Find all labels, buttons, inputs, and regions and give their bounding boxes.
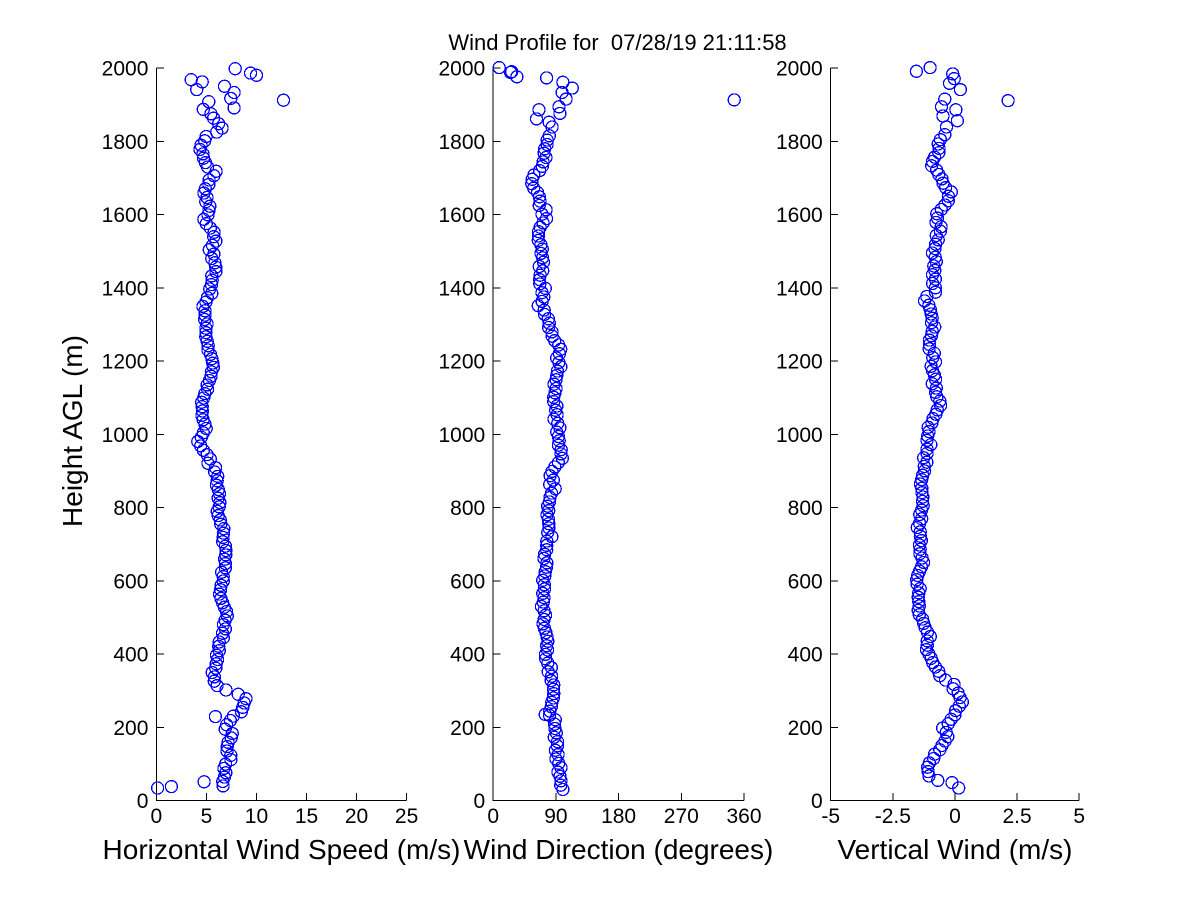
svg-text:Height AGL (m): Height AGL (m) [57,335,88,527]
svg-text:1400: 1400 [438,277,485,300]
svg-text:10: 10 [245,805,268,828]
svg-text:400: 400 [450,644,485,667]
svg-text:1200: 1200 [102,351,149,374]
svg-text:400: 400 [788,644,823,667]
svg-text:1800: 1800 [438,131,485,154]
svg-text:0: 0 [949,805,961,828]
svg-text:2000: 2000 [438,58,485,81]
svg-text:1000: 1000 [776,424,823,447]
svg-text:600: 600 [450,570,485,593]
svg-text:0: 0 [151,805,163,828]
svg-text:90: 90 [544,805,567,828]
svg-text:Vertical Wind (m/s): Vertical Wind (m/s) [838,834,1073,865]
svg-text:800: 800 [788,497,823,520]
svg-text:600: 600 [788,570,823,593]
svg-text:20: 20 [345,805,368,828]
svg-text:2.5: 2.5 [1002,805,1031,828]
svg-text:1800: 1800 [102,131,149,154]
svg-text:200: 200 [450,717,485,740]
svg-text:1400: 1400 [102,277,149,300]
svg-text:200: 200 [788,717,823,740]
svg-text:2000: 2000 [102,58,149,81]
svg-text:0: 0 [137,790,149,813]
svg-text:0: 0 [487,805,499,828]
svg-text:1000: 1000 [102,424,149,447]
svg-text:200: 200 [113,717,148,740]
svg-text:5: 5 [201,805,213,828]
svg-text:800: 800 [113,497,148,520]
svg-text:800: 800 [450,497,485,520]
svg-text:-2.5: -2.5 [875,805,911,828]
svg-text:0: 0 [811,790,823,813]
svg-text:270: 270 [664,805,699,828]
svg-text:1000: 1000 [438,424,485,447]
svg-text:180: 180 [601,805,636,828]
svg-text:0: 0 [474,790,486,813]
svg-text:1600: 1600 [776,204,823,227]
svg-text:-5: -5 [821,805,840,828]
svg-text:25: 25 [395,805,418,828]
svg-text:1800: 1800 [776,131,823,154]
svg-text:600: 600 [113,570,148,593]
svg-text:1200: 1200 [776,351,823,374]
svg-text:2000: 2000 [776,58,823,81]
svg-text:1400: 1400 [776,277,823,300]
svg-text:Horizontal Wind Speed (m/s): Horizontal Wind Speed (m/s) [103,834,461,865]
svg-text:5: 5 [1073,805,1085,828]
svg-text:400: 400 [113,644,148,667]
svg-text:1600: 1600 [438,204,485,227]
svg-text:Wind Profile for 07/28/19 21:: Wind Profile for 07/28/19 21:11:58 [448,30,786,55]
svg-text:360: 360 [726,805,761,828]
svg-text:15: 15 [295,805,318,828]
svg-text:1200: 1200 [438,351,485,374]
svg-text:1600: 1600 [102,204,149,227]
svg-text:Wind Direction (degrees): Wind Direction (degrees) [464,834,774,865]
